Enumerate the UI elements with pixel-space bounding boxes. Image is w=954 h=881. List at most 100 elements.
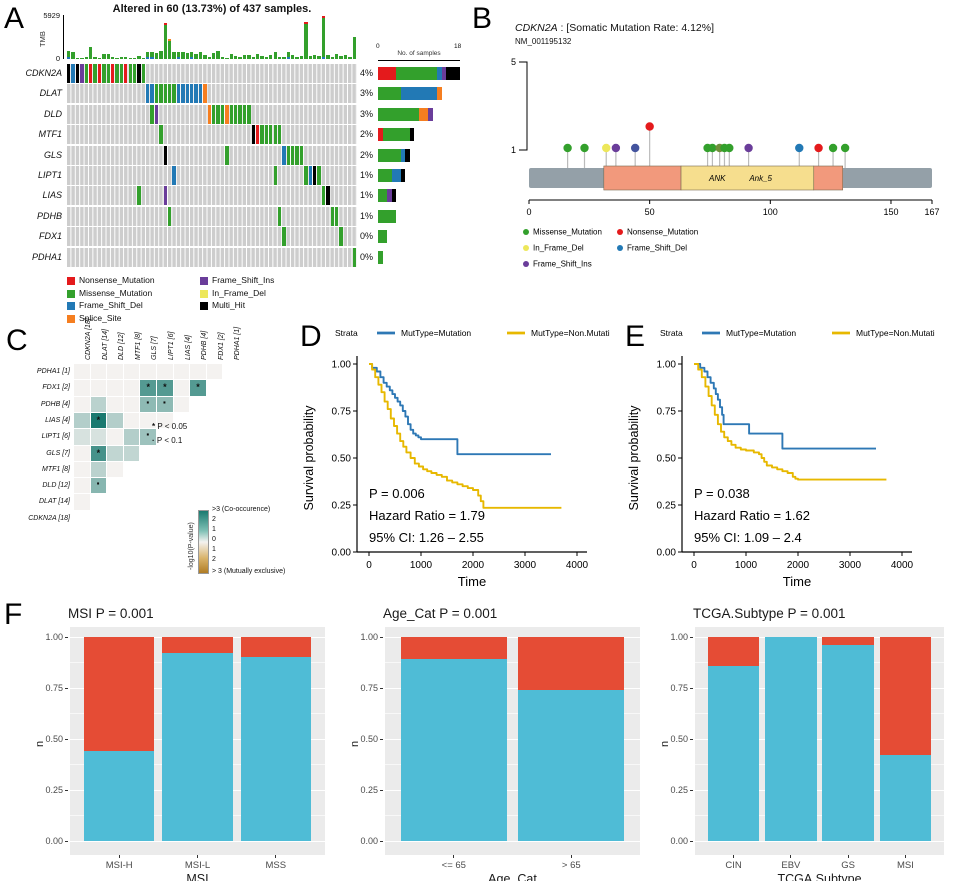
- tmb-bar: [110, 57, 115, 59]
- matrix-cell-mark: *: [96, 414, 101, 425]
- interaction-matrix: CDKN2A [18] DLAT [14] DLD [12] MTF1 [8] GLS …: [0, 318, 300, 602]
- matrix-cell: ·: [90, 475, 107, 494]
- km-curve-non_mutation: [369, 363, 562, 509]
- gridline: [385, 840, 640, 842]
- onco-cell: [313, 166, 317, 185]
- bar-y-tick: [65, 688, 68, 689]
- onco-cell: [137, 64, 141, 83]
- km-x-tick-label: 0: [366, 560, 372, 571]
- bar-y-tick-label: 0.00: [360, 836, 378, 846]
- bar-x-tick: [570, 855, 572, 858]
- tmb-bar: [146, 52, 150, 59]
- gridline: [385, 687, 640, 689]
- onco-row-bg: [67, 186, 357, 206]
- km-x-tick-label: 1000: [410, 560, 433, 571]
- gridline: [385, 789, 640, 791]
- onco-cell: [150, 104, 154, 124]
- tmb-bar-base: [176, 56, 181, 59]
- lollipop-x-tick-label: 150: [883, 207, 898, 217]
- panel-f-letter: F: [4, 598, 23, 631]
- onco-cell: [128, 64, 132, 83]
- lollipop-x-tick-label: 50: [645, 207, 655, 217]
- onco-cell: [84, 64, 88, 83]
- tmb-bar: [128, 57, 132, 59]
- gene-count-bar-segment: [387, 189, 392, 203]
- km-y-axis-label: Survival probability: [627, 405, 641, 511]
- matrix-cell: [90, 380, 107, 396]
- onco-row-bg: [67, 227, 357, 247]
- bar-y-tick-label: 0.00: [670, 836, 688, 846]
- tmb-bar: [348, 57, 352, 59]
- bar-segment-red: [707, 637, 760, 666]
- onco-gene-label: PDHB: [36, 210, 62, 221]
- matrix-cell: [107, 380, 123, 396]
- tmb-bar: [317, 56, 321, 59]
- onco-row-bg: [67, 145, 357, 165]
- gridline: [695, 687, 944, 689]
- tmb-bar: [190, 51, 194, 59]
- matrix-cell: [90, 364, 107, 380]
- onco-legend-label: Frame_Shift_Del: [79, 300, 143, 310]
- km-x-axis-label: Time: [458, 574, 486, 589]
- onco-gene-label: LIPT1: [37, 170, 62, 180]
- onco-legend-swatch-fsdel: [67, 302, 75, 310]
- tmb-bar-tip: [321, 16, 326, 19]
- onco-gene-pct: 3%: [360, 108, 374, 119]
- gene-count-bar-segment: [446, 67, 460, 80]
- sig-legend-p005-symbol: *: [152, 422, 156, 431]
- onco-cell: [242, 104, 247, 124]
- onco-legend-swatch-fsins: [200, 277, 208, 285]
- onco-gene-label: CDKN2A: [25, 68, 62, 78]
- oncoplot-dynamic: CDKN2A 4% DLAT 3% DLD 3% MTF1 2% GLS 2% LIPT1 1% LIA…: [0, 0, 470, 323]
- lollipop-x-tick-label: 167: [924, 207, 939, 217]
- tmb-bar: [150, 51, 154, 59]
- panel-c-interactions: C CDKN2A [18] DLAT [14] DLD [12] MTF1 [8] GL…: [0, 318, 300, 602]
- onco-legend-label: Multi_Hit: [212, 300, 246, 310]
- matrix-cell-mark: ·: [162, 393, 168, 410]
- tmb-bar: [106, 53, 110, 59]
- tmb-bar: [264, 57, 269, 59]
- bar-x-tick: [904, 855, 906, 858]
- lollipop-legend-swatch-non: [617, 229, 623, 235]
- matrix-cell: [123, 429, 140, 445]
- tmb-bar: [75, 57, 80, 59]
- onco-cell: [339, 227, 343, 247]
- tmb-axis-max: 5929: [43, 11, 60, 20]
- onco-cell: [106, 64, 110, 83]
- tmb-bar: [132, 58, 137, 59]
- gridline: [695, 815, 944, 816]
- bar-segment-blue: [162, 653, 233, 841]
- km-y-tick-label: 0.25: [332, 501, 352, 512]
- onco-cell: [110, 64, 115, 83]
- km-legend-label: MutType=Non.Mutati: [856, 328, 935, 338]
- onco-cell: [185, 84, 189, 104]
- bar-segment-red: [879, 637, 932, 756]
- matrix-cell: [123, 396, 140, 412]
- tmb-bar: [181, 51, 185, 59]
- gridline: [385, 738, 640, 740]
- bar-x-axis-label: TCGA.Subtype: [777, 872, 862, 881]
- colorbar-tick-label: 1: [212, 526, 216, 533]
- km-y-tick-label: 0.00: [657, 548, 677, 559]
- onco-row-bg: [67, 125, 357, 145]
- matrix-cell: [157, 364, 173, 380]
- km-curve-non_mutation: [694, 363, 887, 481]
- colorbar-tick-label: 2: [212, 556, 216, 563]
- bar-segment-blue: [879, 755, 932, 841]
- bar-segment-red: [240, 637, 312, 658]
- bar-category-label: EBV: [781, 860, 801, 871]
- bar-y-axis-label: n: [659, 740, 671, 747]
- onco-cell: [190, 84, 194, 104]
- onco-gene-pct: 2%: [360, 129, 374, 140]
- tmb-bar: [321, 16, 326, 59]
- lollipop-legend-swatch-infdel: [523, 245, 529, 251]
- bar-segment-blue: [240, 657, 312, 841]
- gene-count-bar-segment: [378, 148, 401, 162]
- onco-gene-pct: 1%: [360, 170, 374, 180]
- km-x-tick-label: 3000: [514, 560, 537, 571]
- tmb-bar: [242, 54, 247, 59]
- onco-legend-label: In_Frame_Del: [212, 287, 266, 298]
- km-annotation: Hazard Ratio = 1.79: [369, 508, 485, 523]
- tmb-axis-min: 0: [55, 54, 60, 63]
- km-y-tick-label: 0.75: [332, 407, 352, 418]
